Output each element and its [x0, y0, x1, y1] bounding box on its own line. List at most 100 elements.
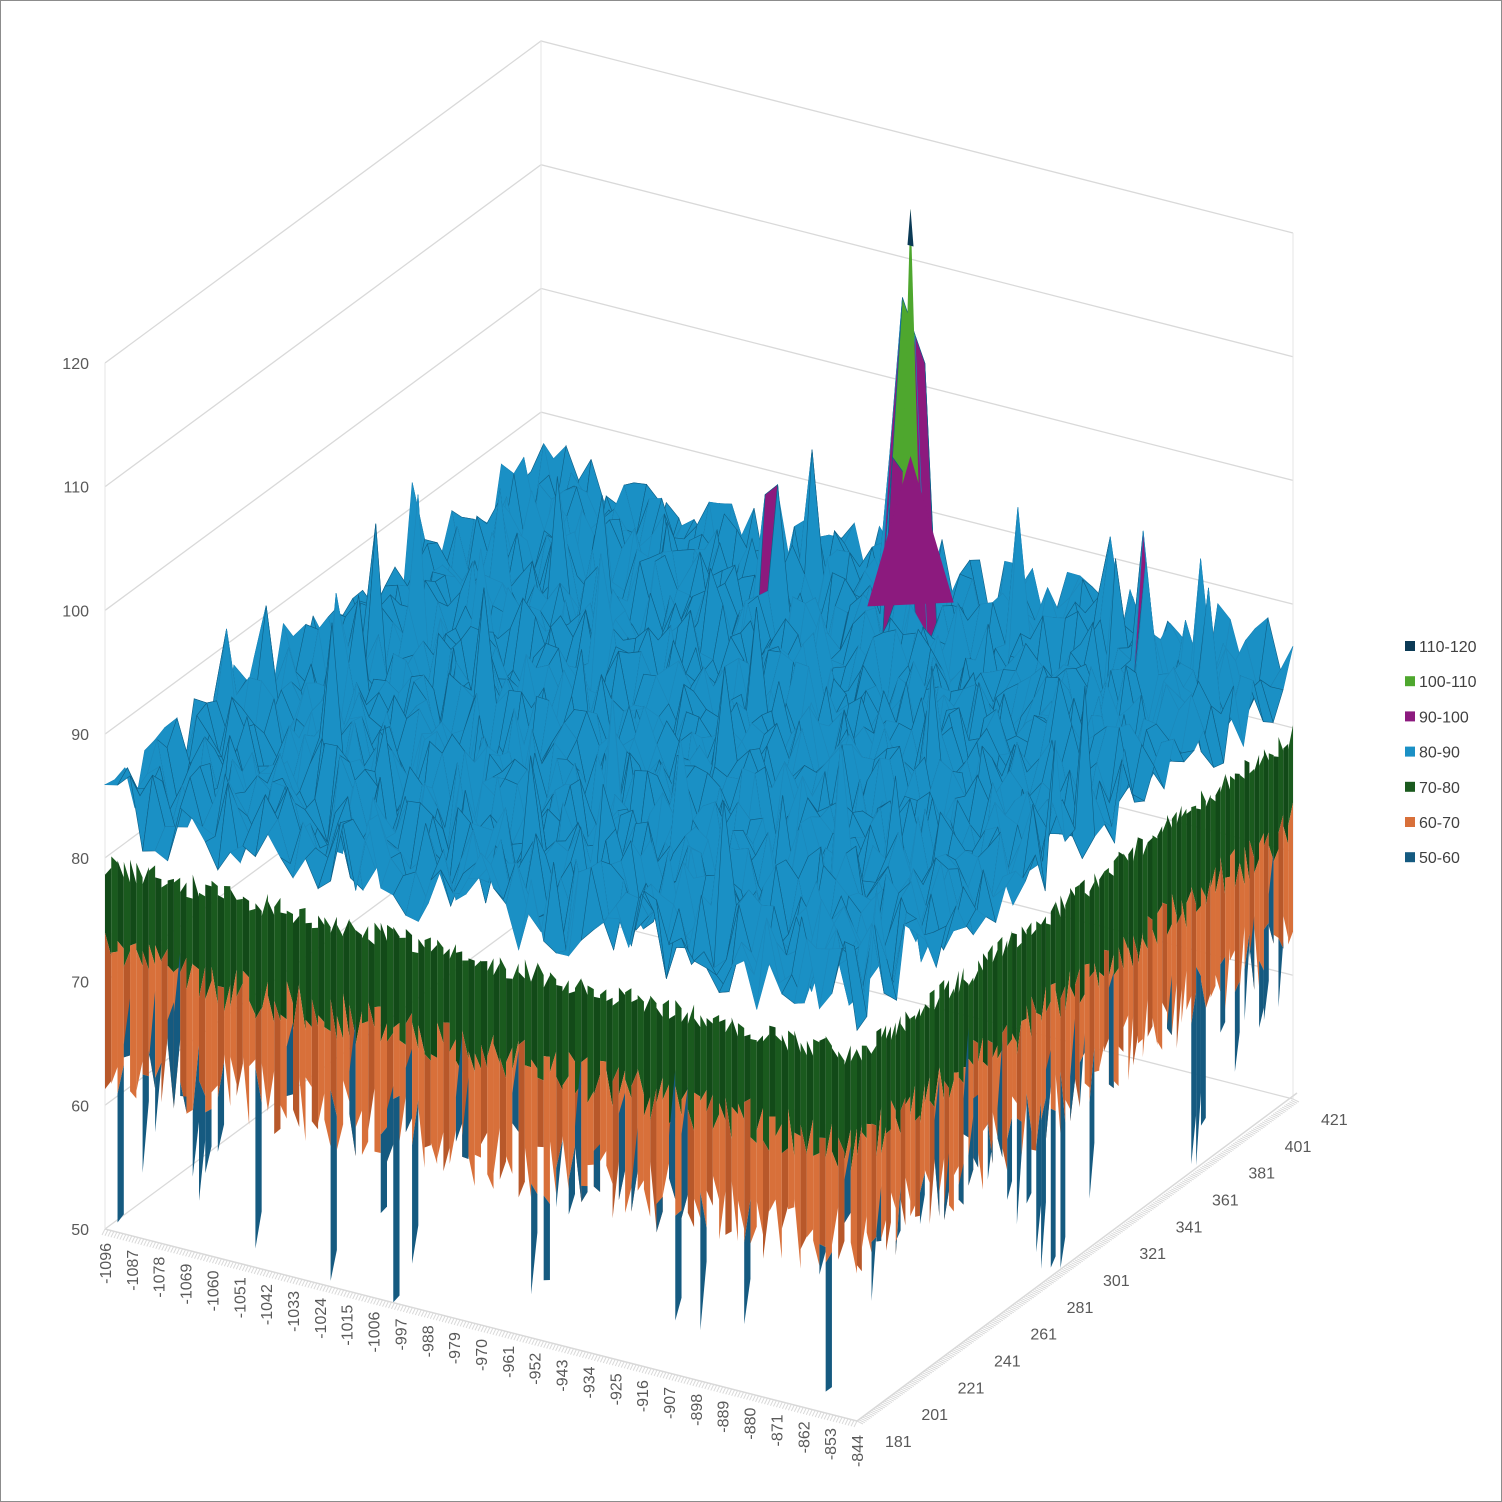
x-minor-tick — [337, 1288, 342, 1296]
y-minor-tick — [1278, 1109, 1285, 1114]
edge-band-70-80 — [568, 991, 575, 1062]
y-minor-tick — [1009, 1307, 1016, 1312]
x-minor-tick — [480, 1325, 485, 1332]
x-tick-label: -898 — [689, 1394, 706, 1426]
y-minor-tick — [1225, 1148, 1233, 1153]
y-minor-tick — [1151, 1203, 1158, 1208]
x-minor-tick — [343, 1290, 348, 1297]
y-minor-tick — [1034, 1289, 1042, 1293]
legend-label: 80-90 — [1419, 745, 1460, 762]
x-minor-tick — [835, 1416, 840, 1423]
edge-band-70-80 — [443, 948, 450, 1023]
x-minor-tick — [778, 1401, 783, 1409]
edge-band-50-60 — [1249, 915, 1255, 990]
y-minor-tick — [1125, 1221, 1133, 1226]
edge-band-60-70 — [910, 1085, 916, 1217]
z-axis-ticks: 50 60 70 80 90 100 110 120 — [62, 356, 89, 1239]
edge-band-60-70 — [900, 1097, 906, 1226]
edge-band-60-70 — [324, 1027, 331, 1147]
x-minor-tick — [271, 1272, 276, 1279]
x-minor-tick — [683, 1377, 688, 1384]
y-minor-tick — [945, 1354, 953, 1359]
x-minor-tick — [203, 1254, 207, 1262]
y-minor-tick — [1201, 1165, 1209, 1170]
y-minor-tick — [1040, 1285, 1047, 1289]
edge-band-70-80 — [462, 960, 469, 1059]
edge-band-70-80 — [871, 1045, 877, 1126]
y-minor-tick — [931, 1365, 938, 1370]
edge-band-60-70 — [737, 1103, 745, 1230]
x-minor-tick — [549, 1343, 554, 1350]
y-minor-tick — [889, 1396, 896, 1401]
y-minor-tick — [1172, 1187, 1180, 1191]
edge-band-50-60 — [618, 1092, 626, 1201]
edge-band-70-80 — [474, 960, 481, 1069]
x-minor-tick — [399, 1304, 404, 1312]
surface-top — [103, 297, 1294, 1032]
y-minor-tick — [1136, 1213, 1143, 1218]
y-minor-tick — [876, 1405, 884, 1410]
y-minor-tick — [1020, 1299, 1027, 1304]
x-minor-tick — [635, 1365, 640, 1372]
y-minor-tick — [1261, 1121, 1269, 1126]
edge-band-70-80 — [1152, 835, 1158, 945]
edge-band-50-60 — [963, 1027, 969, 1138]
y-minor-tick — [893, 1393, 900, 1398]
y-minor-tick — [1062, 1268, 1069, 1273]
y-tick-label: 361 — [1212, 1193, 1239, 1210]
y-minor-tick — [1003, 1311, 1011, 1316]
edge-band-70-80 — [750, 1039, 757, 1144]
x-minor-tick — [226, 1260, 231, 1268]
edge-band-70-80 — [737, 1023, 745, 1120]
x-minor-tick — [179, 1248, 184, 1256]
edge-band-60-70 — [443, 1022, 450, 1172]
y-minor-tick — [985, 1325, 993, 1330]
edge-band-50-60 — [1041, 1097, 1046, 1270]
edge-band-70-80 — [1036, 921, 1042, 1016]
edge-band-60-70 — [819, 1137, 826, 1248]
edge-band-50-60 — [531, 1183, 538, 1295]
edge-band-50-60 — [393, 1095, 400, 1303]
x-minor-tick — [388, 1301, 392, 1309]
legend: 110-120 100-110 90-100 80-90 70-80 60-70 50-60 — [1405, 639, 1477, 867]
edge-band-70-80 — [481, 961, 488, 1068]
y-minor-tick — [1220, 1152, 1227, 1157]
edge-band-70-80 — [512, 963, 519, 1071]
x-minor-tick — [519, 1335, 524, 1342]
edge-band-70-80 — [850, 1048, 857, 1171]
y-tick-label: 281 — [1067, 1300, 1094, 1317]
edge-band-60-70 — [1021, 1018, 1027, 1155]
y-minor-tick — [1285, 1103, 1292, 1108]
edge-band-70-80 — [211, 880, 218, 1005]
edge-band-70-80 — [606, 997, 613, 1107]
edge-band-70-80 — [944, 979, 950, 1089]
edge-band-50-60 — [1079, 1032, 1085, 1106]
edge-band-60-70 — [813, 1153, 820, 1266]
y-minor-tick — [1109, 1234, 1116, 1238]
x-minor-tick — [498, 1330, 503, 1337]
edge-band-60-70 — [280, 1014, 287, 1119]
y-minor-tick — [1178, 1183, 1185, 1187]
edge-band-70-80 — [361, 926, 369, 1024]
edge-band-60-70 — [675, 1085, 682, 1216]
x-minor-tick — [122, 1234, 127, 1241]
edge-band-50-60 — [217, 1062, 225, 1152]
edge-band-70-80 — [449, 944, 456, 1052]
x-minor-tick — [584, 1352, 589, 1359]
x-minor-tick — [119, 1233, 124, 1240]
y-minor-tick — [1078, 1256, 1085, 1261]
edge-band-50-60 — [148, 990, 156, 1089]
edge-band-50-60 — [1050, 1108, 1056, 1268]
edge-band-70-80 — [1142, 842, 1148, 950]
x-minor-tick — [292, 1277, 297, 1284]
y-minor-tick — [873, 1408, 880, 1413]
edge-band-70-80 — [299, 908, 306, 1031]
edge-band-60-70 — [1186, 890, 1192, 1011]
x-tick-label: -871 — [769, 1414, 786, 1446]
x-minor-tick — [644, 1367, 649, 1374]
edge-band-50-60 — [462, 1077, 469, 1159]
x-minor-tick — [629, 1363, 634, 1371]
x-minor-tick — [319, 1284, 324, 1291]
x-minor-tick — [259, 1269, 264, 1276]
edge-band-70-80 — [763, 1034, 770, 1152]
